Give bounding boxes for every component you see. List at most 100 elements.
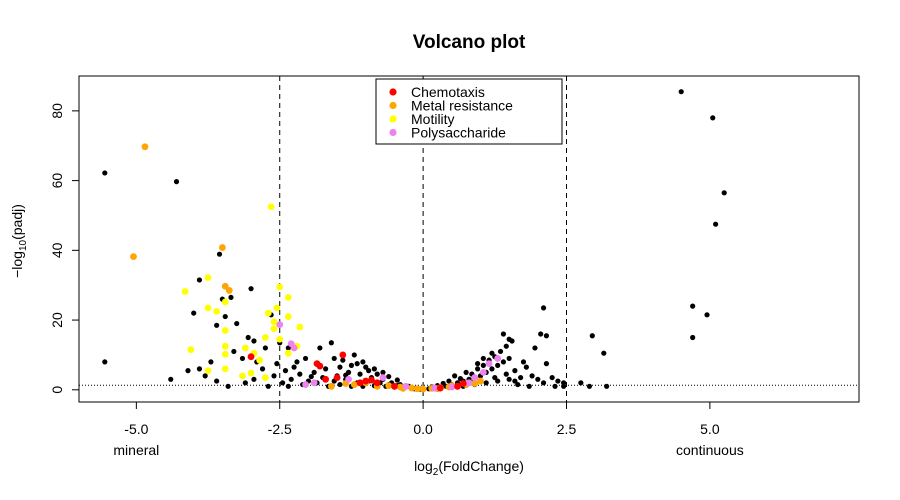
point-other-29 (363, 364, 369, 370)
point-other-147 (538, 331, 544, 337)
point-motility-21 (276, 335, 284, 343)
point-motility-28 (261, 374, 269, 381)
point-metal-resistance-1 (130, 253, 137, 261)
x-tick-label-4: 5.0 (700, 421, 720, 437)
point-polysaccharide-11 (471, 374, 479, 381)
point-other-93 (285, 383, 291, 389)
point-other-145 (520, 359, 527, 365)
point-metal-resistance-5 (327, 382, 335, 390)
point-other-37 (242, 380, 248, 386)
point-other-155 (586, 383, 593, 389)
point-motility-18 (276, 283, 284, 291)
y-tick-label-2: 40 (49, 242, 65, 258)
point-other-166 (492, 374, 498, 381)
point-other-132 (483, 380, 489, 386)
point-other-91 (371, 366, 377, 372)
point-other-41 (262, 345, 268, 351)
point-other-5 (196, 277, 203, 283)
point-other-138 (523, 364, 529, 370)
point-other-15 (196, 366, 203, 372)
point-other-126 (446, 378, 452, 384)
legend-label-0: Chemotaxis (411, 84, 485, 100)
point-polysaccharide-9 (448, 383, 456, 391)
point-other-75 (323, 366, 329, 372)
point-metal-resistance-13 (419, 385, 427, 393)
point-metal-resistance-11 (408, 384, 416, 392)
point-other-139 (535, 376, 541, 382)
point-other-160 (710, 115, 716, 121)
point-other-33 (271, 373, 277, 379)
point-other-121 (500, 331, 507, 337)
point-motility-15 (264, 309, 272, 317)
point-chemotaxis-6 (356, 379, 364, 387)
point-other-114 (475, 366, 481, 372)
point-other-137 (512, 368, 518, 374)
x-end-label-1: continuous (676, 442, 744, 458)
point-metal-resistance-9 (385, 382, 393, 390)
point-chemotaxis-8 (368, 376, 375, 384)
point-chemotaxis-0 (247, 353, 255, 361)
point-other-26 (328, 340, 334, 346)
y-tick-label-3: 60 (49, 173, 65, 189)
point-chemotaxis-12 (454, 382, 461, 390)
x-end-label-0: mineral (113, 442, 159, 458)
point-motility-3 (204, 304, 212, 312)
series-metal-resistance (130, 143, 484, 393)
point-other-144 (526, 383, 532, 389)
point-polysaccharide-0 (276, 321, 284, 328)
point-polysaccharide-12 (479, 368, 487, 376)
point-chemotaxis-7 (362, 377, 370, 385)
point-other-123 (480, 355, 486, 362)
point-motility-8 (221, 350, 229, 358)
y-tick-label-0: 0 (49, 386, 65, 394)
x-tick-label-3: 2.5 (557, 421, 577, 437)
point-motility-14 (256, 356, 264, 364)
legend-label-2: Motility (411, 111, 455, 127)
point-chemotaxis-4 (322, 375, 330, 383)
point-other-94 (251, 376, 257, 382)
point-polysaccharide-6 (379, 374, 387, 381)
legend-label-3: Polysaccharide (411, 125, 506, 141)
point-other-159 (678, 89, 684, 95)
point-polysaccharide-3 (302, 381, 309, 388)
point-other-28 (351, 352, 357, 358)
point-other-38 (225, 383, 231, 389)
legend-marker-3 (389, 128, 397, 137)
point-other-153 (561, 380, 567, 386)
point-other-77 (348, 362, 355, 368)
point-motility-7 (221, 342, 229, 350)
point-motility-12 (241, 344, 249, 352)
point-other-148 (540, 305, 547, 311)
point-other-43 (280, 380, 286, 386)
point-chemotaxis-13 (459, 380, 467, 387)
point-motility-9 (187, 346, 195, 354)
point-other-133 (495, 378, 501, 384)
point-other-32 (259, 366, 266, 372)
legend-label-1: Metal resistance (411, 98, 513, 114)
point-other-18 (168, 376, 174, 382)
point-other-161 (721, 190, 727, 196)
point-other-146 (532, 345, 538, 351)
point-other-142 (555, 378, 561, 384)
point-polysaccharide-4 (310, 379, 318, 387)
point-polysaccharide-8 (431, 384, 438, 392)
point-metal-resistance-6 (350, 381, 358, 388)
point-motility-16 (270, 325, 278, 333)
point-other-83 (308, 373, 314, 380)
point-other-34 (288, 376, 294, 382)
series-motility (181, 203, 304, 381)
point-other-162 (713, 221, 719, 227)
y-axis: 0 20 40 60 80 (49, 103, 80, 394)
point-other-85 (274, 361, 280, 367)
point-motility-0 (267, 203, 275, 211)
point-other-163 (690, 303, 696, 309)
point-other-125 (475, 361, 481, 367)
point-other-39 (214, 378, 220, 384)
point-other-3 (216, 251, 223, 257)
x-tick-label-1: -2.5 (268, 421, 292, 437)
legend-marker-2 (389, 115, 397, 123)
point-motility-20 (284, 313, 292, 320)
point-other-2 (173, 179, 180, 185)
point-other-48 (357, 371, 363, 377)
